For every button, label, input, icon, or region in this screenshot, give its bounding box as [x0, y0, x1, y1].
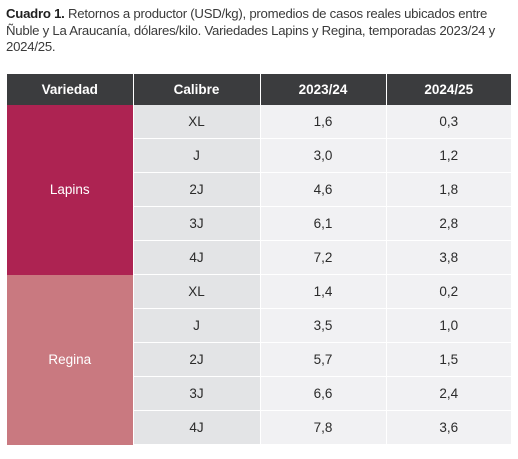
table-row: J 3,0 1,2: [7, 138, 511, 173]
value-2023-24-cell: 3,0: [259, 138, 386, 173]
value-2023-24-cell: 7,8: [259, 410, 386, 445]
table-caption: Cuadro 1. Retornos a productor (USD/kg),…: [6, 6, 511, 56]
value-2024-25-cell: 1,8: [385, 172, 511, 207]
calibre-cell: 3J: [132, 206, 260, 241]
calibre-cell: XL: [132, 274, 260, 309]
value-2023-24-cell: 1,6: [259, 105, 386, 139]
table-row: 3J 6,1 2,8: [7, 206, 511, 241]
calibre-cell: 2J: [132, 342, 260, 377]
header-variedad: Variedad: [7, 74, 133, 105]
value-2023-24-cell: 5,7: [259, 342, 386, 377]
value-2024-25-cell: 2,8: [385, 206, 511, 241]
value-2023-24-cell: 1,4: [259, 274, 386, 309]
caption-text: Retornos a productor (USD/kg), promedios…: [6, 6, 495, 54]
calibre-cell: 2J: [132, 172, 260, 207]
returns-table: Variedad Calibre 2023/24 2024/25 Lapins …: [7, 74, 511, 445]
value-2023-24-cell: 6,6: [259, 376, 386, 411]
value-2024-25-cell: 0,3: [385, 105, 511, 139]
value-2024-25-cell: 1,2: [385, 138, 511, 173]
value-2024-25-cell: 1,0: [385, 308, 511, 343]
value-2024-25-cell: 2,4: [385, 376, 511, 411]
calibre-cell: 4J: [132, 240, 260, 275]
table-row: 4J 7,2 3,8: [7, 240, 511, 275]
table-row: Regina XL 1,4 0,2: [7, 274, 511, 445]
variety-cell-regina: Regina: [7, 274, 133, 445]
value-2024-25-cell: 0,2: [385, 274, 511, 309]
caption-label: Cuadro 1.: [6, 6, 65, 21]
header-2024-25: 2024/25: [385, 74, 511, 105]
calibre-cell: J: [132, 138, 260, 173]
table-row: 4J 7,8 3,6: [7, 410, 511, 445]
value-2024-25-cell: 3,8: [385, 240, 511, 275]
table-row: 2J 4,6 1,8: [7, 172, 511, 207]
value-2023-24-cell: 3,5: [259, 308, 386, 343]
header-row: Variedad Calibre 2023/24 2024/25: [7, 74, 511, 105]
header-calibre: Calibre: [132, 74, 260, 105]
value-2024-25-cell: 1,5: [385, 342, 511, 377]
value-2023-24-cell: 7,2: [259, 240, 386, 275]
table-row: 3J 6,6 2,4: [7, 376, 511, 411]
table-row: Lapins XL 1,6 0,3: [7, 105, 511, 275]
table-row: 2J 5,7 1,5: [7, 342, 511, 377]
calibre-cell: XL: [132, 105, 260, 139]
calibre-cell: 3J: [132, 376, 260, 411]
calibre-cell: J: [132, 308, 260, 343]
header-2023-24: 2023/24: [259, 74, 386, 105]
value-2023-24-cell: 6,1: [259, 206, 386, 241]
value-2023-24-cell: 4,6: [259, 172, 386, 207]
calibre-cell: 4J: [132, 410, 260, 445]
value-2024-25-cell: 3,6: [385, 410, 511, 445]
table-row: J 3,5 1,0: [7, 308, 511, 343]
variety-cell-lapins: Lapins: [7, 105, 133, 275]
